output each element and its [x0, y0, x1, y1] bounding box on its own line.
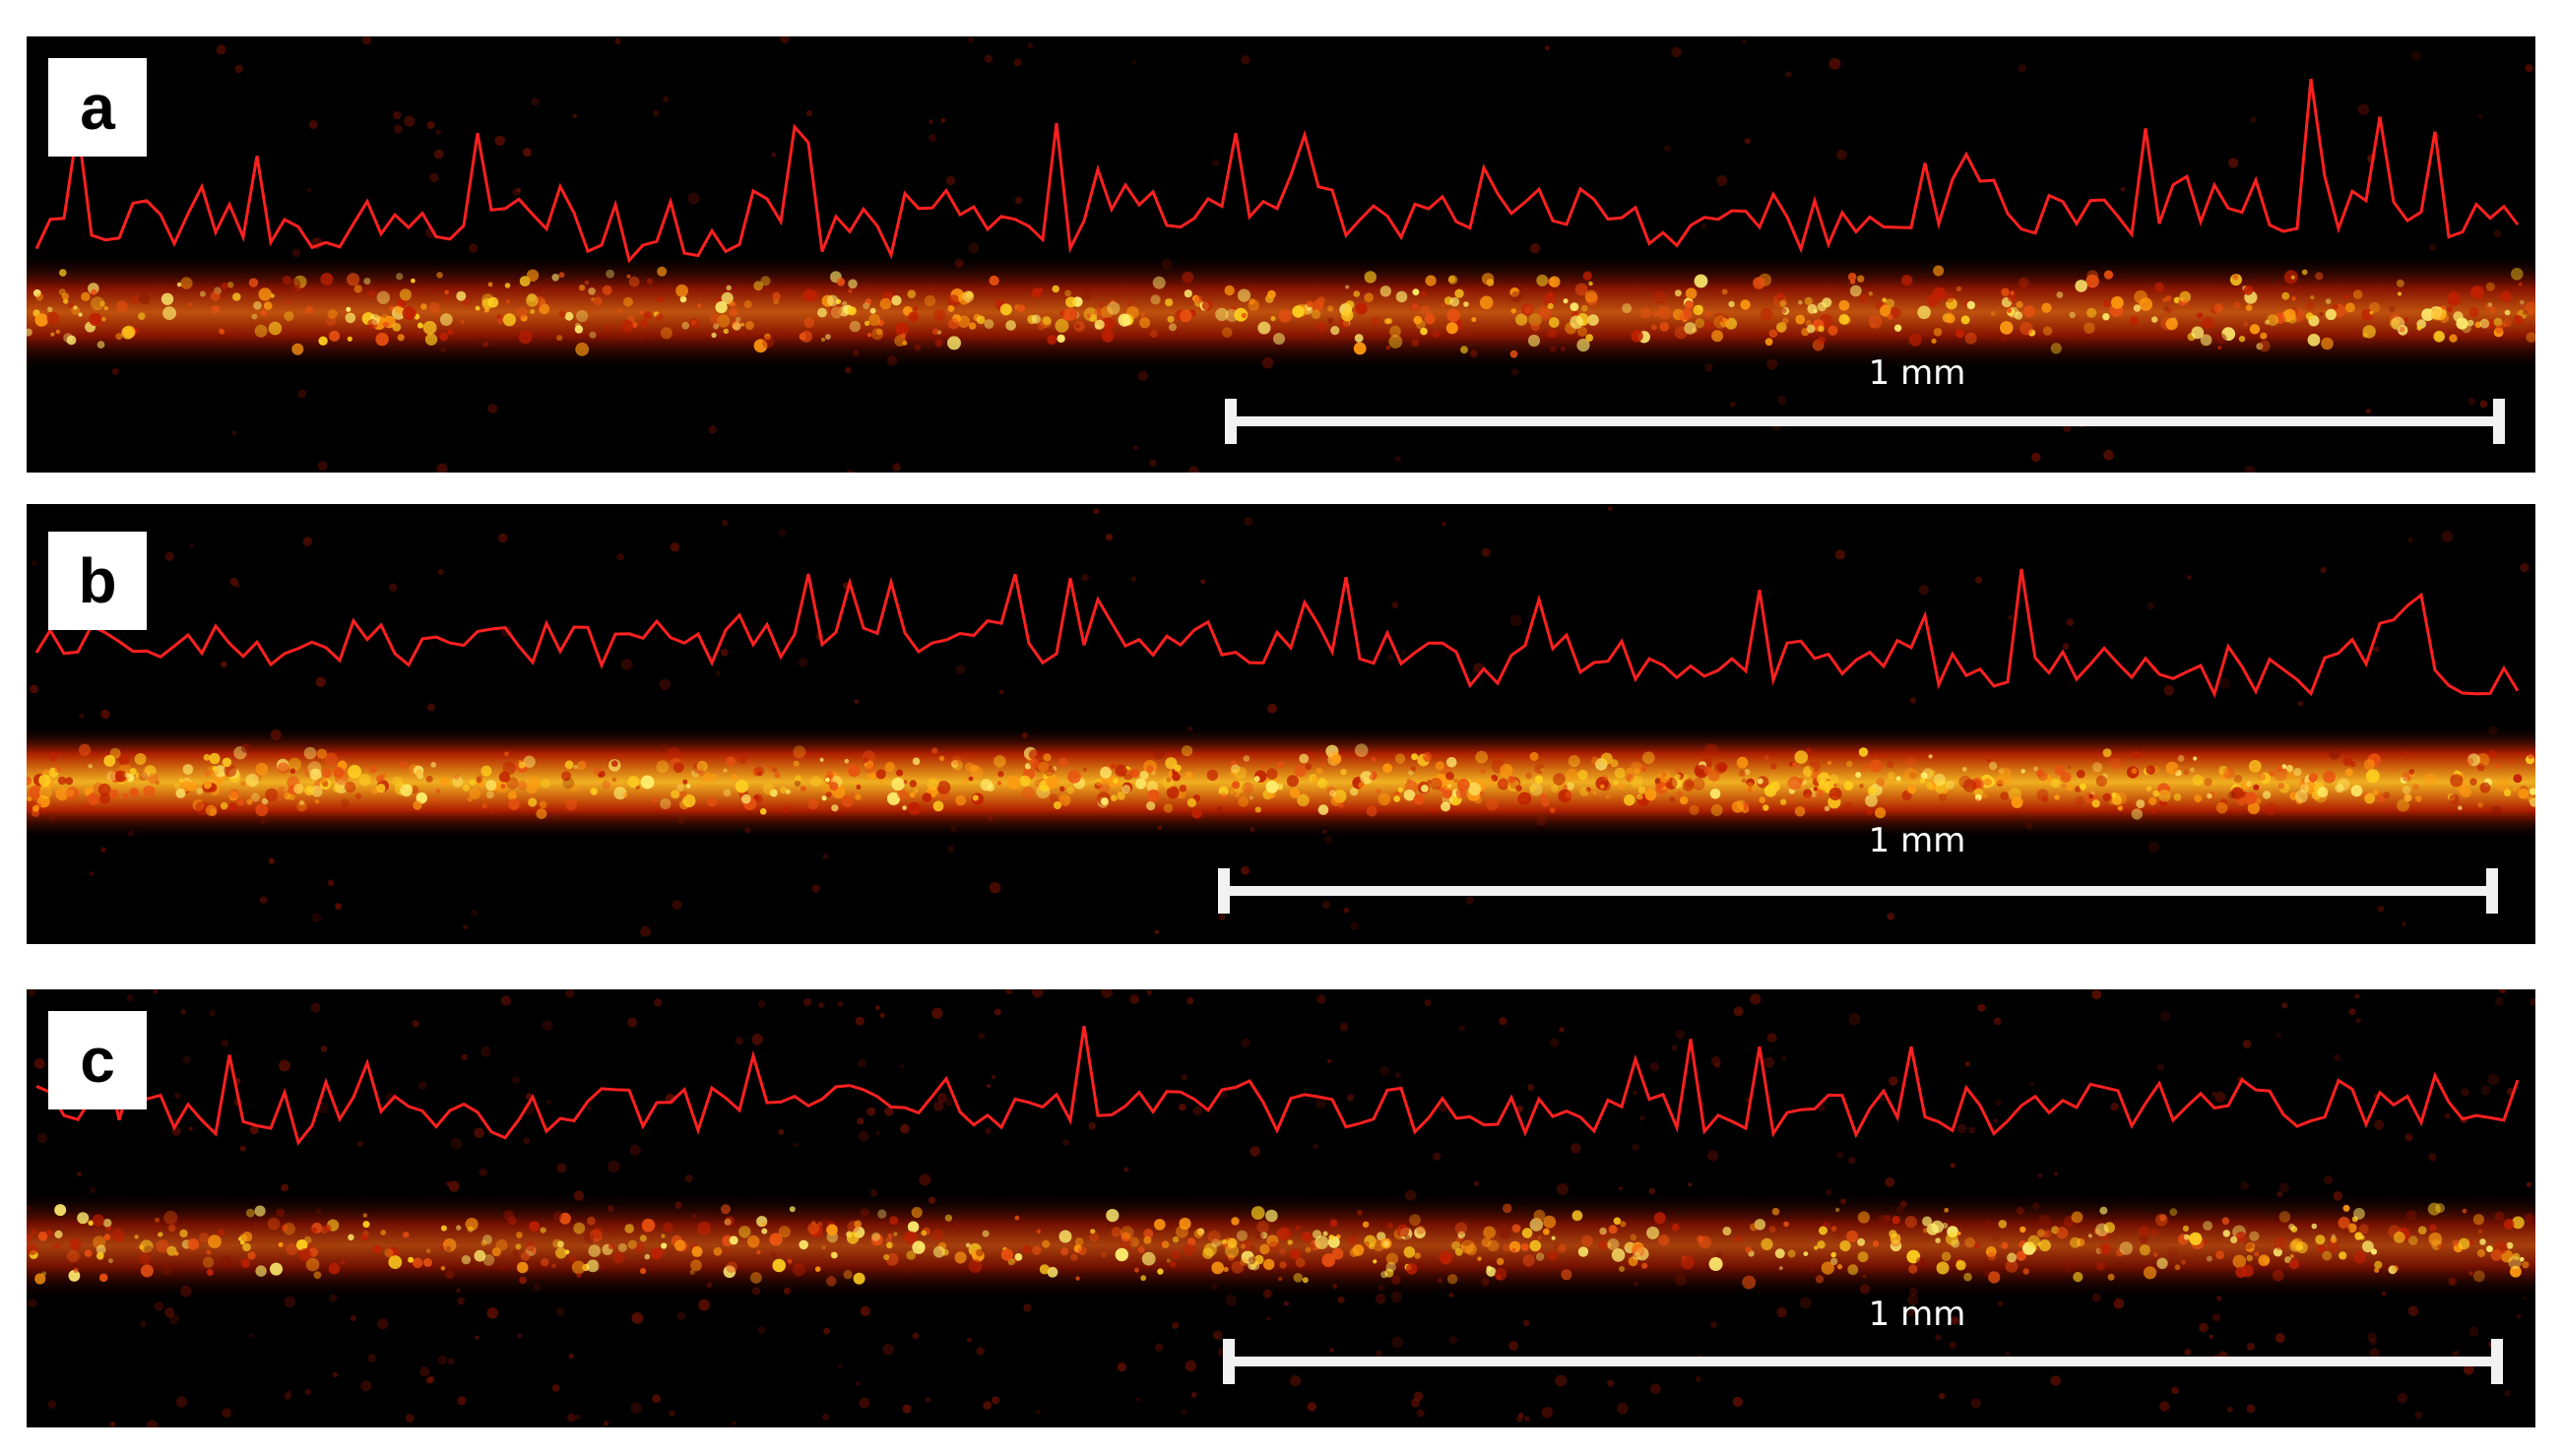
band-speckles: [27, 36, 2535, 473]
scale-bar: [1223, 1339, 2503, 1384]
scale-bar-label: 1 mm: [1868, 1295, 1966, 1334]
panel-label: a: [48, 58, 147, 157]
panel-a: a 1 mm: [27, 36, 2535, 473]
panel-b: b 1 mm: [27, 504, 2535, 944]
intensity-profile-trace: [35, 1025, 2520, 1146]
fluorescent-band: [27, 1191, 2535, 1299]
fluorescence-image-a: [27, 36, 2535, 473]
scale-bar-label: 1 mm: [1868, 821, 1966, 860]
panel-label: b: [48, 532, 147, 630]
fluorescence-image-b: [27, 506, 2535, 937]
scale-bar: [1218, 868, 2498, 914]
panel-c: c 1 mm: [27, 989, 2535, 1427]
panel-label: c: [48, 1011, 147, 1109]
intensity-profile-trace: [34, 78, 2520, 264]
scale-bar-label: 1 mm: [1868, 353, 1966, 393]
band-speckles: [27, 989, 2535, 1427]
scale-bar: [1225, 399, 2505, 444]
intensity-profile-trace: [34, 568, 2520, 699]
fluorescence-image-c: [27, 989, 2535, 1427]
